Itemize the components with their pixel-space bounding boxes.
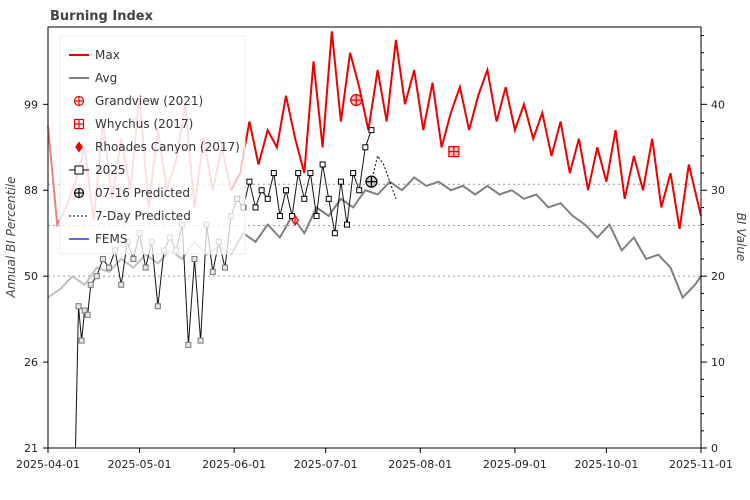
legend-rhoades-swatch [75, 141, 83, 153]
legend-predicted-0716-swatch [73, 187, 85, 199]
legend-fems-label: FEMS [95, 232, 127, 246]
current-year-point [283, 187, 290, 194]
x-tick-label: 2025-06-01 [202, 458, 266, 471]
avg-line [230, 176, 702, 300]
right-tick-label: 30 [711, 184, 725, 197]
legend-current-swatch [69, 165, 89, 175]
current-year-point [75, 303, 82, 310]
x-tick-label: 2025-09-01 [483, 458, 547, 471]
current-year-point [209, 268, 216, 275]
legend-seven-day-label: 7-Day Predicted [95, 209, 191, 223]
current-year-point [106, 264, 113, 271]
current-year-point [154, 303, 161, 310]
chart-title: Burning Index [50, 9, 154, 24]
left-tick-label: 21 [24, 442, 38, 455]
current-year-point [87, 281, 94, 288]
current-year-point [99, 255, 106, 262]
current-year-point [78, 337, 85, 344]
current-year-point [301, 195, 308, 202]
current-year-point [325, 195, 332, 202]
current-year-point [350, 170, 357, 177]
current-year-point [81, 307, 88, 314]
current-year-point [276, 213, 283, 220]
x-tick-label: 2025-07-01 [294, 458, 358, 471]
current-year-point [93, 273, 100, 280]
x-tick-label: 2025-05-01 [108, 458, 172, 471]
right-tick-label: 0 [711, 442, 718, 455]
current-year-point [142, 264, 149, 271]
current-year-point [252, 204, 259, 211]
right-tick-label: 20 [711, 270, 725, 283]
legend-grandview-label: Grandview (2021) [95, 94, 203, 108]
current-year-point [84, 311, 91, 318]
x-tick-label: 2025-04-01 [16, 458, 80, 471]
current-year-point [185, 341, 192, 348]
legend: Max Avg Grandview (2021) Whychus (2017) Rhoa… [59, 35, 246, 255]
right-y-axis: 0 10 20 30 40 [701, 35, 725, 455]
left-tick-label: 99 [24, 98, 38, 111]
legend-current-label: 2025 [95, 163, 126, 177]
legend-whychus-label: Whychus (2017) [95, 117, 193, 131]
whychus-2017-marker [448, 145, 460, 158]
legend-max-label: Max [95, 48, 120, 62]
legend-box [59, 35, 246, 255]
current-year-point [270, 170, 277, 177]
legend-current-swatch-square [74, 165, 84, 175]
legend-grandview-swatch [73, 95, 85, 107]
legend-predicted-0716-label: 07-16 Predicted [95, 186, 190, 200]
current-year-point [264, 195, 271, 202]
current-year-point [313, 213, 320, 220]
current-year-point [344, 221, 351, 228]
left-y-axis: 21 26 50 88 99 [24, 98, 48, 455]
current-year-point [331, 230, 338, 237]
current-year-point [295, 170, 302, 177]
left-y-axis-label: Annual BI Percentile [4, 176, 18, 298]
current-year-point [307, 170, 314, 177]
right-y-axis-label: BI Value [734, 213, 748, 262]
plot-frame [47, 26, 702, 449]
x-tick-label: 2025-08-01 [388, 458, 452, 471]
predicted-0716-marker [365, 175, 378, 188]
current-year-point [319, 161, 326, 168]
current-year-point [356, 187, 363, 194]
current-year-point [258, 187, 265, 194]
x-tick-label: 2025-10-01 [574, 458, 638, 471]
max-line [230, 31, 702, 230]
right-tick-label: 40 [711, 98, 725, 111]
legend-rhoades-label: Rhoades Canyon (2017) [95, 140, 240, 154]
current-year-point [118, 281, 125, 288]
legend-avg-label: Avg [95, 71, 117, 85]
current-year-point [191, 255, 198, 262]
left-tick-label: 50 [24, 270, 38, 283]
left-tick-label: 88 [24, 184, 38, 197]
x-tick-label: 2025-11-01 [669, 458, 733, 471]
current-year-point [362, 144, 369, 151]
current-year-point [246, 178, 253, 185]
grandview-2021-marker [350, 93, 363, 107]
marker-layer [291, 93, 460, 226]
current-year-point [337, 178, 344, 185]
current-year-point [197, 337, 204, 344]
seven-day-predicted-line [370, 154, 397, 199]
rhoades-canyon-2017-marker [291, 214, 300, 226]
current-year-point [130, 255, 137, 262]
current-year-point [221, 264, 228, 271]
x-axis: 2025-04-01 2025-05-01 2025-06-01 2025-07-01… [16, 448, 733, 471]
right-tick-label: 10 [711, 356, 725, 369]
left-tick-label: 26 [24, 356, 38, 369]
current-year-point [368, 127, 375, 134]
legend-whychus-swatch [73, 118, 85, 130]
